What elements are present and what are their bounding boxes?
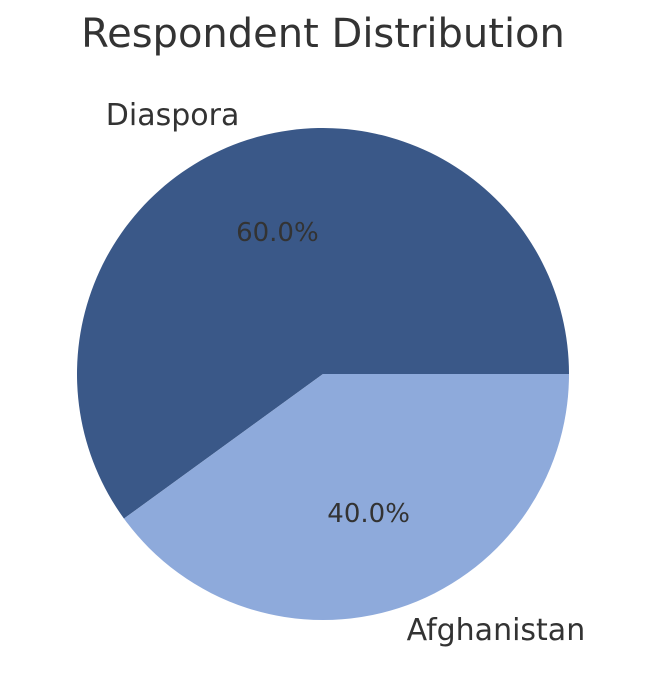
slice-label: Afghanistan xyxy=(407,613,586,648)
slice-label: Diaspora xyxy=(106,98,240,133)
chart-title: Respondent Distribution xyxy=(81,11,565,57)
pie-slice xyxy=(123,374,570,620)
pie-slice xyxy=(77,127,569,519)
percent-label: 40.0% xyxy=(327,499,410,529)
percent-label: 60.0% xyxy=(236,218,319,248)
